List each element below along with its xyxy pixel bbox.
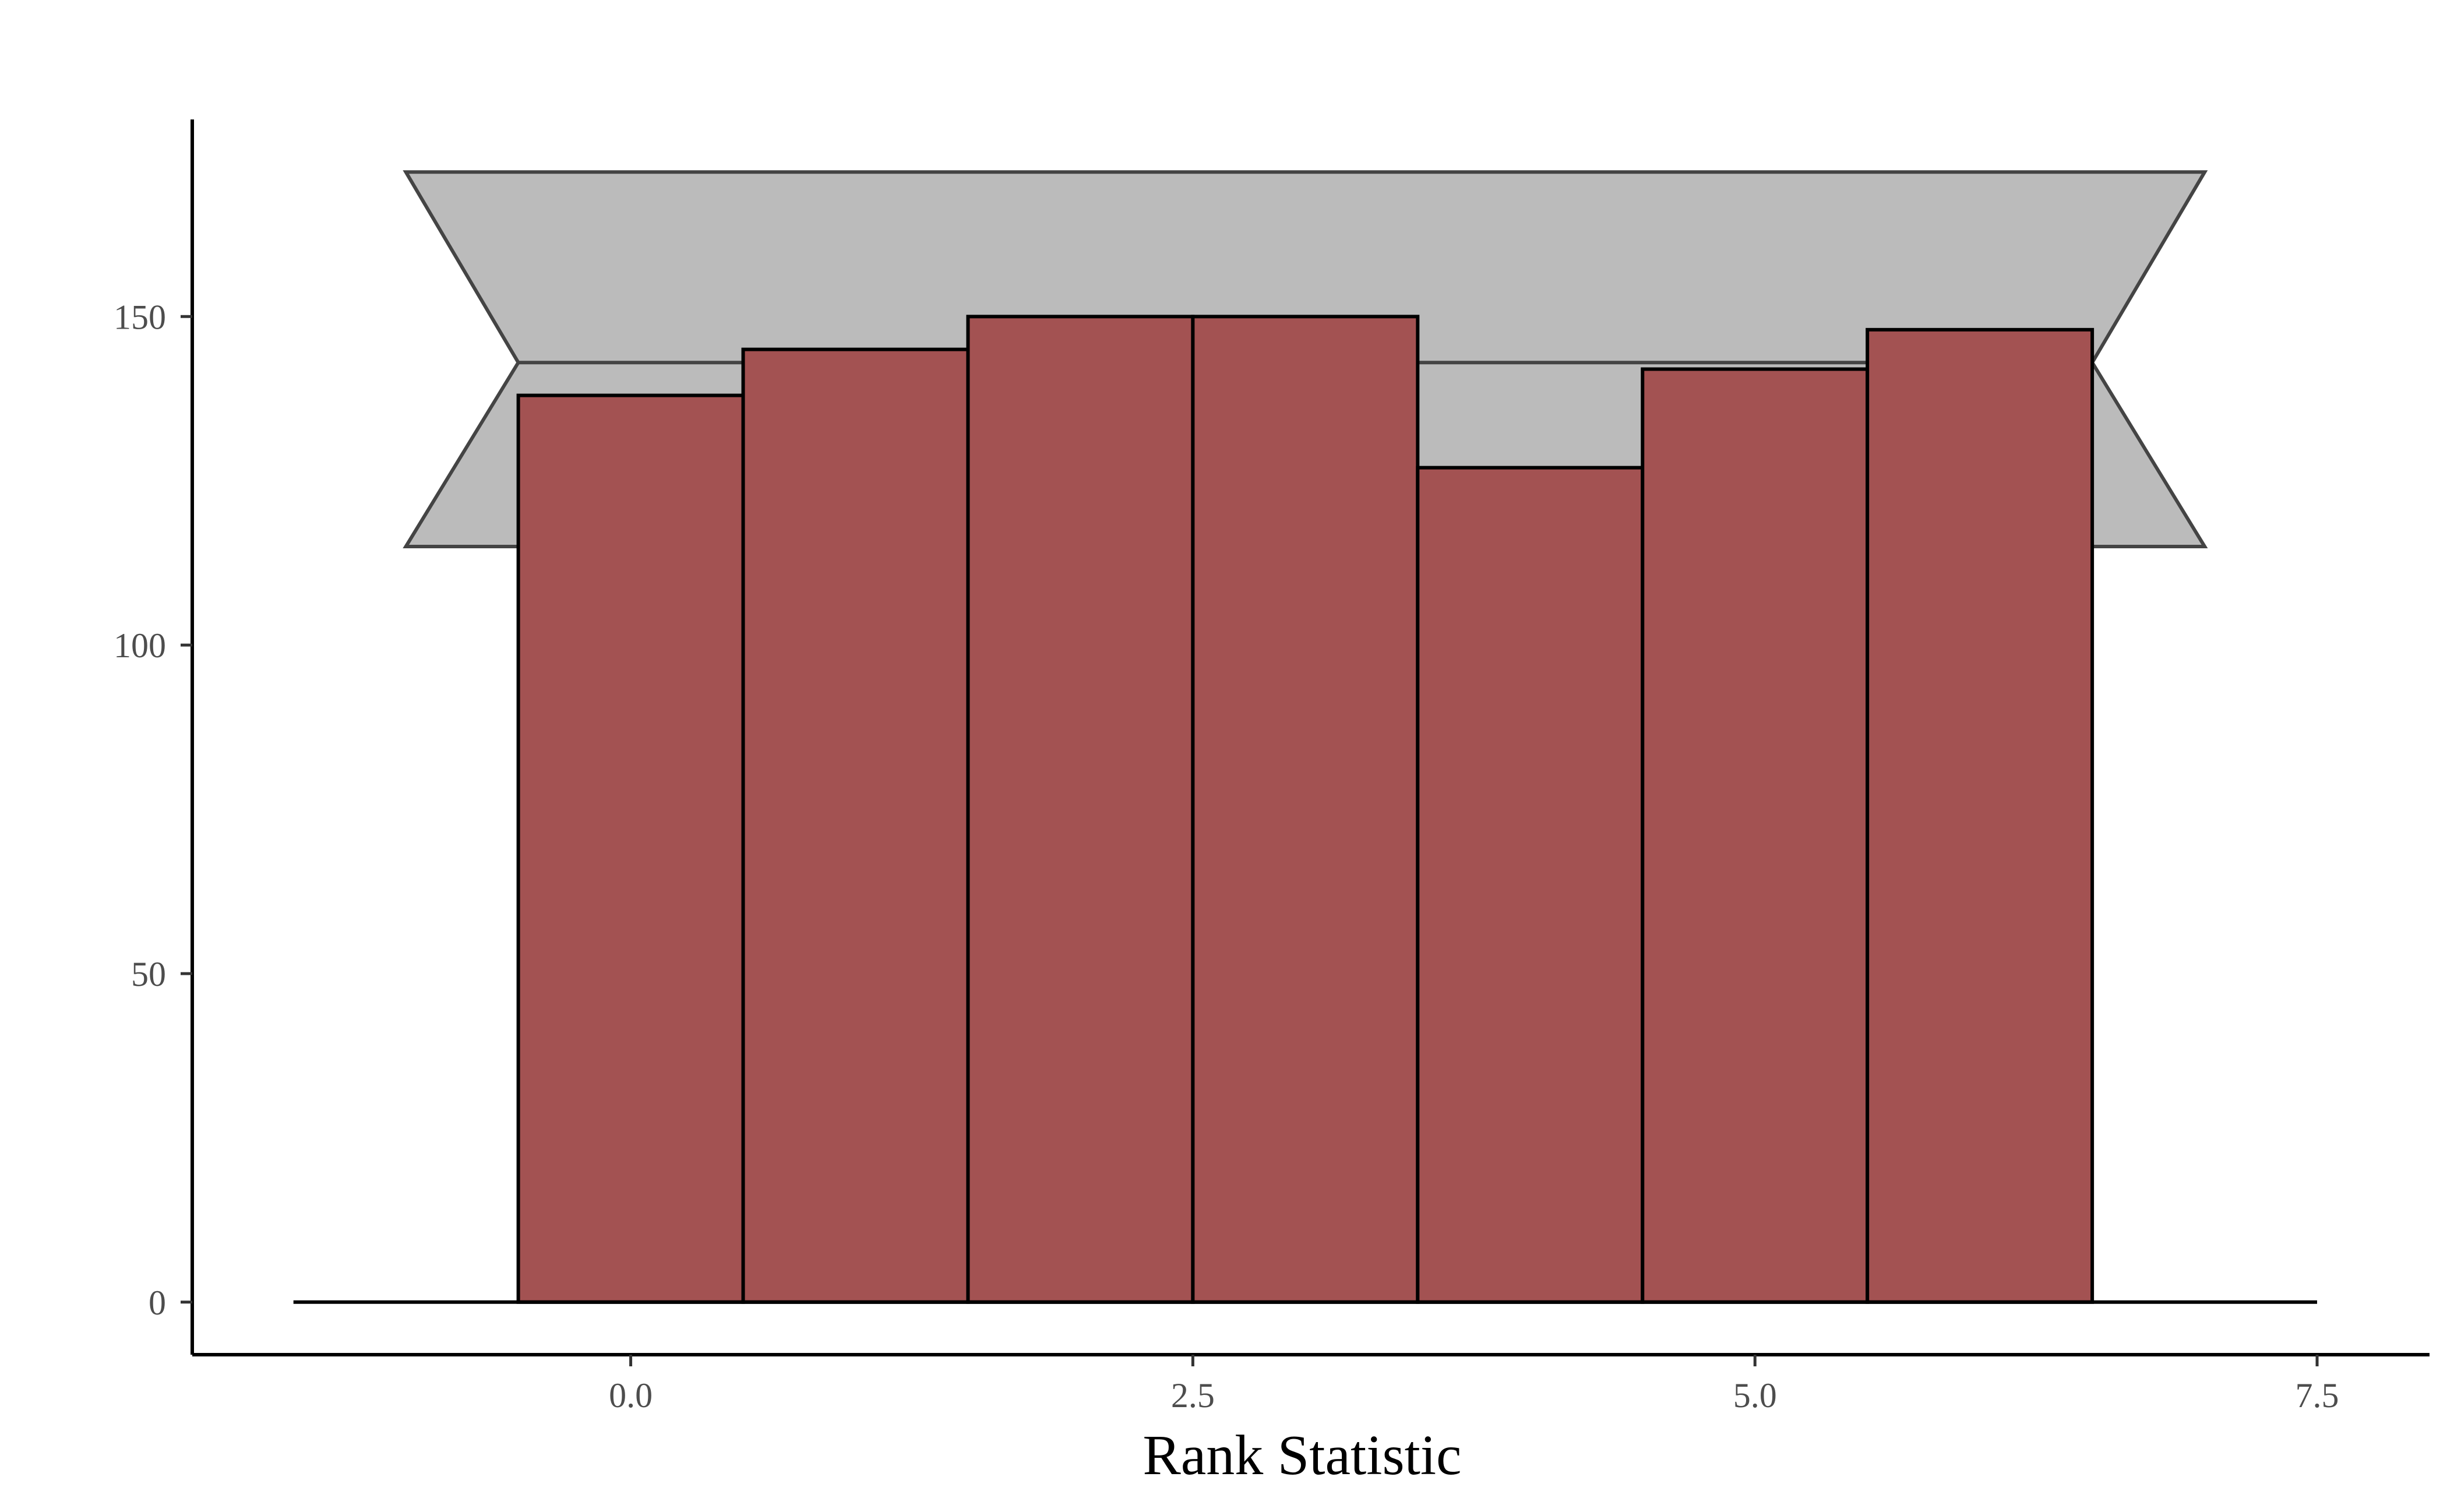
histogram-bar-0 (516, 393, 745, 1304)
x-tick-label: 5.0 (1733, 1376, 1777, 1415)
histogram-bar-3 (1191, 315, 1420, 1304)
y-tick-label: 100 (114, 626, 166, 665)
histogram-bar-2 (966, 315, 1195, 1304)
y-tick-label: 150 (114, 298, 166, 336)
histogram-bars (516, 315, 2095, 1304)
y-axis-ticks: 0 50 100 150 (114, 298, 192, 1322)
x-tick-label: 7.5 (2296, 1376, 2339, 1415)
histogram-bar-6 (1866, 327, 2095, 1304)
histogram-bar-5 (1641, 367, 1870, 1304)
histogram-bar-4 (1416, 466, 1645, 1304)
x-axis-title: Rank Statistic (1143, 1424, 1461, 1487)
axes (191, 119, 2430, 1356)
y-tick-label: 0 (149, 1284, 166, 1322)
y-tick-label: 50 (131, 955, 166, 993)
histogram-bar-1 (741, 347, 970, 1304)
x-axis-ticks: 0.0 2.5 5.0 7.5 (609, 1355, 2339, 1415)
x-tick-label: 0.0 (609, 1376, 653, 1415)
x-tick-label: 2.5 (1171, 1376, 1215, 1415)
